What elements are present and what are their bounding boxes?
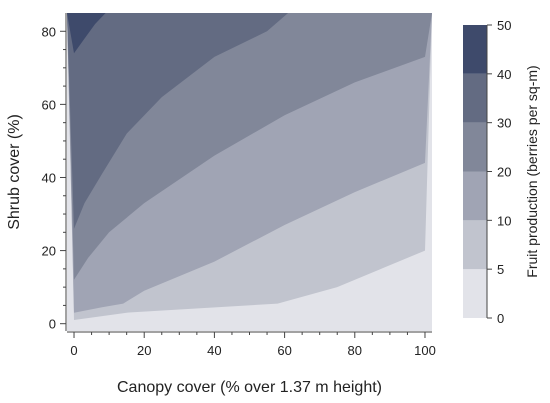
contour-band-4	[67, 13, 289, 229]
contour-fills	[67, 13, 432, 331]
colorbar: 0 5 10 20 30 40 50	[463, 18, 511, 326]
x-axis-title: Canopy cover (% over 1.37 m height)	[117, 379, 382, 396]
y-tick-label: 20	[42, 244, 56, 259]
colorbar-swatch-4	[463, 73, 487, 123]
colorbar-tick-label: 50	[497, 18, 511, 33]
x-tick-label: 0	[70, 343, 77, 358]
colorbar-swatch-3	[463, 122, 487, 172]
y-tick-label: 0	[49, 317, 56, 332]
x-tick-label: 60	[277, 343, 291, 358]
colorbar-title: Fruit production (berries per sq-m)	[524, 65, 540, 277]
y-axis-title: Shrub cover (%)	[6, 114, 23, 230]
colorbar-tick-label: 0	[497, 311, 504, 326]
y-axis: 0 20 40 60 80	[42, 13, 67, 332]
colorbar-swatch-2	[463, 171, 487, 221]
x-tick-label: 80	[348, 343, 362, 358]
colorbar-tick-label: 10	[497, 213, 511, 228]
colorbar-tick-label: 20	[497, 165, 511, 180]
contour-band-5	[67, 13, 106, 54]
x-tick-label: 100	[414, 343, 436, 358]
x-axis: 0 20 40 60 80 100	[67, 331, 436, 358]
y-tick-label: 40	[42, 170, 56, 185]
colorbar-swatch-5	[463, 25, 487, 74]
x-tick-label: 40	[207, 343, 221, 358]
colorbar-swatch-0	[463, 269, 487, 318]
colorbar-tick-label: 30	[497, 116, 511, 131]
colorbar-tick-label: 5	[497, 262, 504, 277]
y-tick-label: 60	[42, 97, 56, 112]
colorbar-tick-label: 40	[497, 67, 511, 82]
colorbar-swatch-1	[463, 220, 487, 270]
x-tick-label: 20	[137, 343, 151, 358]
y-tick-label: 80	[42, 24, 56, 39]
